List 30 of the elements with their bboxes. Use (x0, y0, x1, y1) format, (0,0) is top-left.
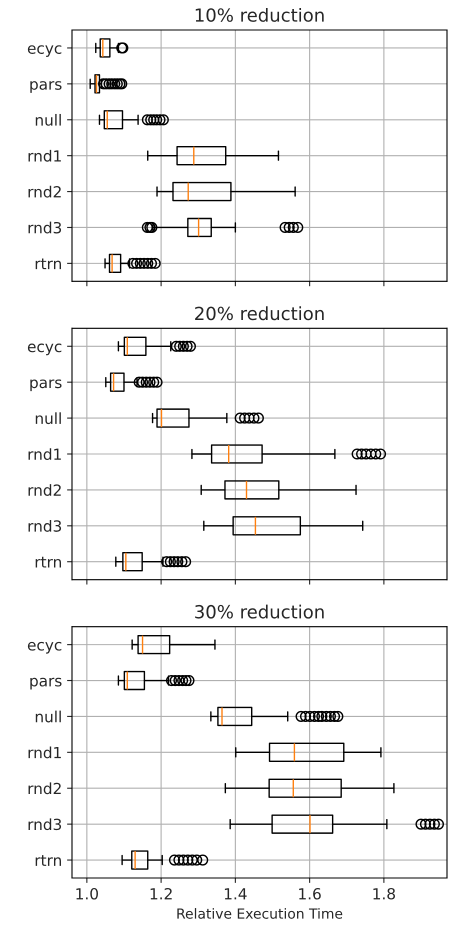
y-tick-label: rtrn (36, 258, 61, 270)
y-tick-label: rnd1 (28, 150, 61, 162)
x-tick-label: 1.6 (299, 888, 321, 900)
y-tick-label: pars (30, 81, 62, 93)
x-axis-title: Relative Execution Time (177, 908, 342, 919)
y-tick-label: pars (30, 379, 62, 392)
y-tick-label: rnd2 (28, 484, 61, 496)
x-tick-label: 1.0 (76, 888, 98, 900)
chart-title: 10% reduction (196, 8, 324, 22)
y-tick-label: null (36, 710, 61, 722)
y-tick-label: null (36, 114, 61, 126)
x-tick-label: 1.2 (150, 888, 172, 900)
y-tick-label: rnd3 (28, 818, 62, 830)
y-tick-label: rnd2 (28, 186, 61, 198)
y-tick-label: rnd3 (28, 222, 62, 234)
x-tick-label: 1.4 (224, 888, 247, 900)
chart-title: 20% reduction (195, 306, 324, 320)
y-tick-label: rnd2 (28, 782, 61, 794)
y-tick-label: rtrn (36, 855, 61, 866)
y-tick-label: null (36, 412, 61, 424)
chart-title: 30% reduction (195, 604, 324, 619)
y-tick-label: rtrn (36, 556, 61, 568)
y-tick-label: ecyc (28, 344, 62, 356)
y-tick-label: ecyc (28, 642, 62, 654)
y-tick-label: rnd1 (28, 448, 61, 460)
y-tick-label: rnd1 (28, 746, 61, 758)
x-tick-label: 1.8 (373, 888, 395, 900)
y-tick-label: ecyc (28, 45, 62, 57)
y-tick-label: pars (30, 678, 62, 690)
y-tick-label: rnd3 (28, 520, 62, 532)
